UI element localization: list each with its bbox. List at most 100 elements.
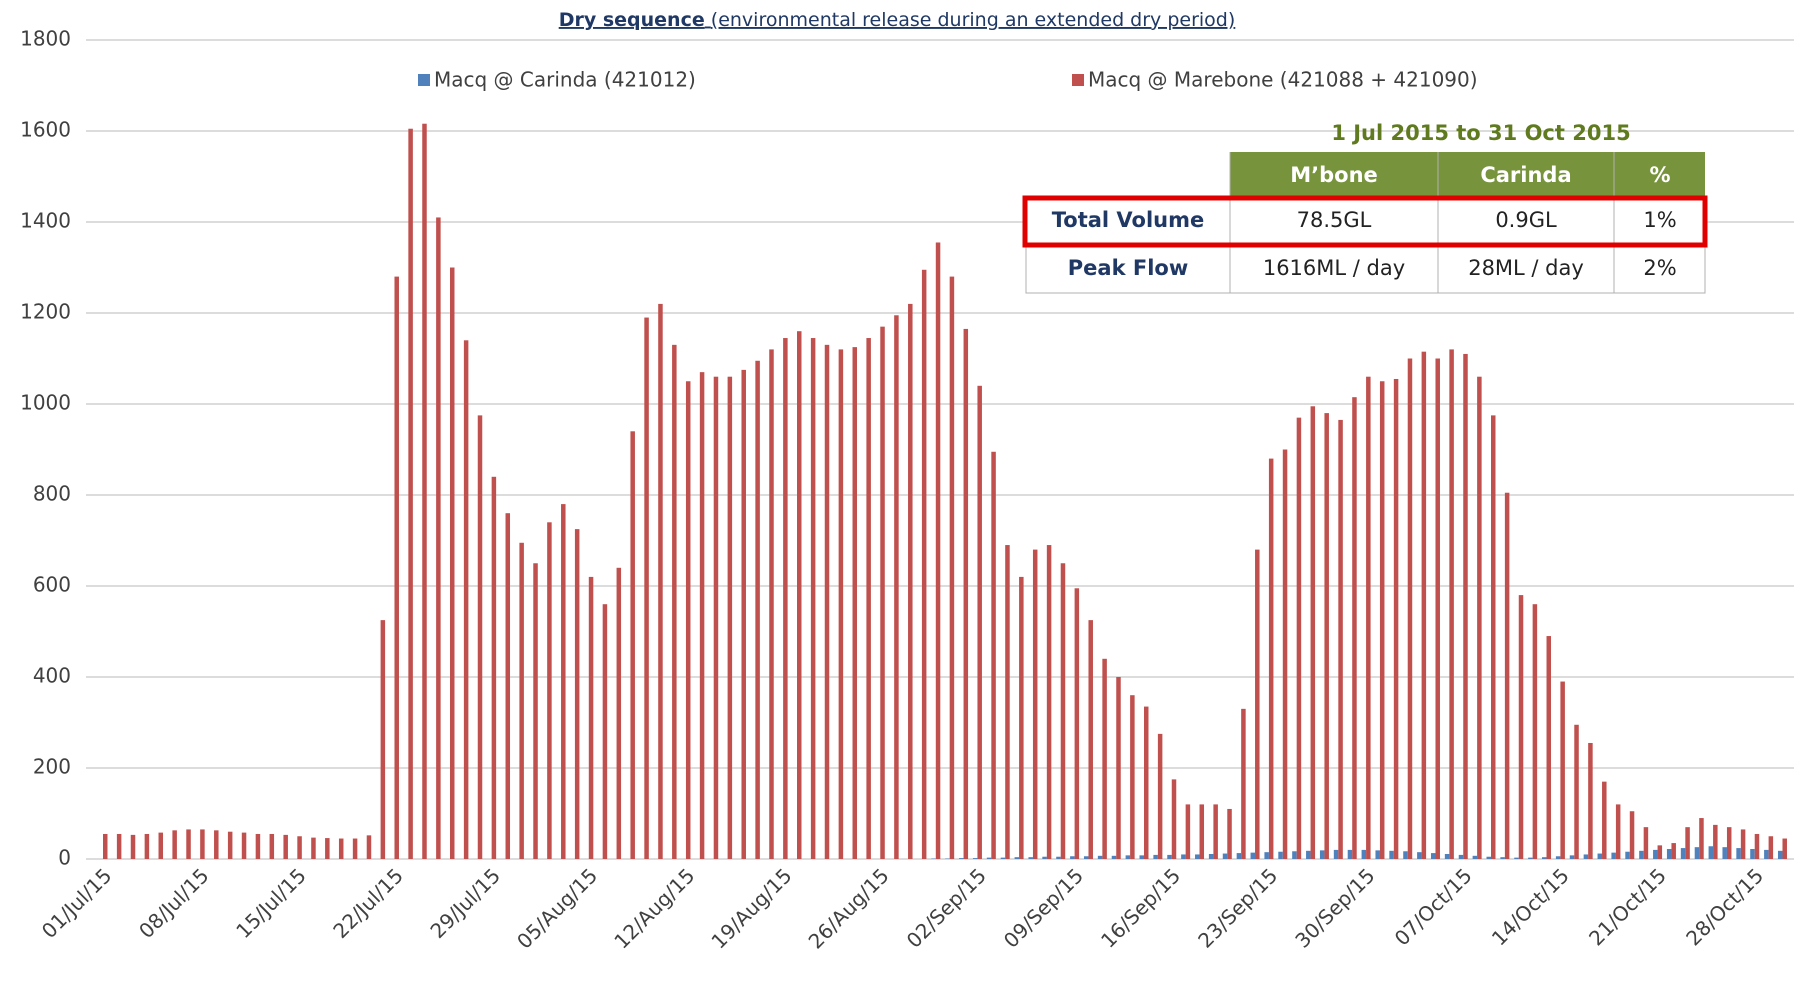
bar (1722, 847, 1727, 859)
x-tick-label: 30/Sep/15 (1290, 863, 1379, 952)
bar (1444, 853, 1450, 859)
bar (1264, 852, 1269, 859)
bar (505, 513, 511, 859)
x-tick-label: 26/Aug/15 (804, 863, 894, 953)
bar (1153, 854, 1158, 859)
bar (1111, 855, 1117, 859)
bar (1500, 857, 1505, 859)
bar (1139, 855, 1144, 859)
x-tick-label: 08/Jul/15 (134, 863, 214, 943)
bar (1694, 847, 1700, 859)
bar (1569, 855, 1575, 859)
bar (824, 344, 830, 860)
table-title: 1 Jul 2015 to 31 Oct 2015 (1331, 121, 1630, 145)
bar (1782, 838, 1787, 859)
table-header: Carinda (1480, 163, 1571, 187)
bar (1324, 413, 1329, 859)
table-header-bg (1230, 152, 1705, 198)
bar (130, 834, 136, 859)
x-tick-label: 12/Aug/15 (609, 863, 699, 953)
x-tick-label: 01/Jul/15 (37, 863, 117, 943)
bar (1472, 855, 1478, 859)
bar (103, 833, 108, 859)
bar (255, 833, 261, 859)
x-tick-label: 19/Aug/15 (706, 863, 796, 953)
bar (1292, 851, 1297, 859)
bar (574, 529, 580, 859)
bar (1185, 804, 1191, 859)
bar (1102, 658, 1107, 859)
bar (1458, 854, 1464, 859)
y-tick-label: 600 (33, 573, 71, 597)
bar (1430, 853, 1436, 859)
bar (1167, 854, 1172, 859)
bar (1181, 854, 1186, 859)
table-cell: 0.9GL (1495, 208, 1557, 232)
bar (1236, 853, 1242, 859)
bar (1060, 563, 1066, 859)
bar (1056, 856, 1061, 859)
table-cell: 28ML / day (1468, 256, 1584, 280)
y-tick-label: 1000 (20, 391, 71, 415)
bar (1019, 576, 1024, 859)
bar (866, 338, 871, 859)
bar (1366, 376, 1371, 859)
bar (1310, 406, 1316, 859)
table-cell: Peak Flow (1068, 256, 1188, 280)
bar (977, 385, 982, 859)
bar (602, 604, 608, 859)
x-tick-label: 23/Sep/15 (1193, 863, 1282, 952)
table-cell: Total Volume (1052, 208, 1205, 232)
legend-label: Macq @ Marebone (421088 + 421090) (1088, 68, 1478, 92)
bar (1278, 851, 1283, 859)
bar (880, 326, 885, 859)
bar (200, 829, 205, 859)
bar (991, 451, 996, 859)
table-header: M’bone (1290, 163, 1378, 187)
bar (519, 542, 524, 859)
bar (1352, 397, 1357, 859)
bar (1361, 849, 1367, 859)
bar (1125, 855, 1131, 859)
bar (1070, 856, 1075, 859)
y-tick-label: 0 (58, 846, 71, 870)
bar (1393, 378, 1399, 859)
bar (935, 242, 941, 860)
bar (1255, 549, 1260, 859)
bar (463, 340, 469, 859)
bar (1005, 545, 1010, 859)
highlight-box (1022, 195, 1708, 248)
bar (1389, 850, 1394, 859)
bar (1296, 417, 1302, 859)
bar (227, 831, 233, 859)
title-sub: (environmental release during an extende… (711, 9, 1236, 31)
bar (297, 836, 302, 859)
bar (1657, 845, 1663, 859)
bar (1764, 849, 1769, 859)
bar (533, 563, 538, 859)
bar (422, 123, 427, 860)
bar (810, 338, 816, 859)
bar (1042, 856, 1047, 859)
bar (1199, 804, 1205, 859)
bar (1306, 850, 1311, 859)
bar (1754, 833, 1760, 859)
bar (1319, 850, 1325, 859)
bar (1528, 857, 1533, 859)
table-cell: 1616ML / day (1263, 256, 1405, 280)
bar (1477, 376, 1482, 859)
bar (1685, 827, 1690, 859)
bar (1421, 351, 1427, 859)
table-cell: 1% (1643, 208, 1676, 232)
x-tick-label: 09/Sep/15 (999, 863, 1088, 952)
bar (1713, 824, 1718, 859)
bar (1074, 588, 1080, 859)
bar (1116, 677, 1121, 859)
bar (1407, 358, 1413, 859)
x-tick-label: 02/Sep/15 (902, 863, 991, 952)
bar (1740, 829, 1746, 859)
bar (852, 347, 858, 859)
legend-swatch (1072, 74, 1084, 86)
bar (1171, 779, 1177, 859)
bar (408, 128, 413, 860)
